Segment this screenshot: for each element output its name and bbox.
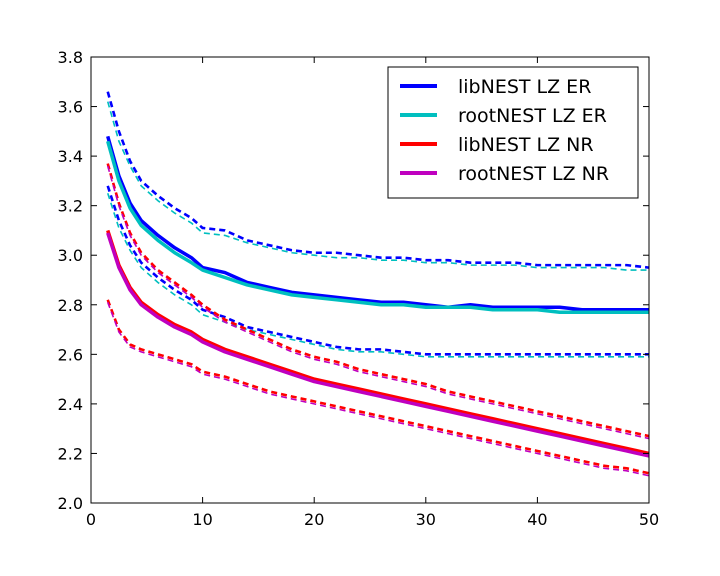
y-tick-label: 3.6: [58, 98, 83, 117]
y-tick-label: 3.4: [58, 147, 83, 166]
series-line-7: [106, 185, 649, 356]
y-tick-label: 2.8: [58, 296, 83, 315]
y-tick-label: 3.8: [58, 48, 83, 67]
series-line-11: [106, 299, 650, 475]
y-tick-label: 2.2: [58, 444, 83, 463]
series-line-4: [106, 232, 650, 458]
legend: libNEST LZ ER rootNEST LZ ER libNEST LZ NR…: [387, 66, 639, 199]
legend-label: rootNEST LZ NR: [458, 163, 609, 185]
plot-area: 0 10 20 30 40 50 2.0 2.2 2.4 2.6 2.8 3.0 3.2 3.4 3.6 3.…: [58, 48, 660, 529]
y-tick-label: 3.2: [58, 197, 83, 216]
y-tick-label: 2.4: [58, 395, 83, 414]
y-tick-label: 3.0: [58, 246, 83, 265]
x-tick-label: 40: [527, 510, 547, 529]
series-line-6: [106, 101, 649, 271]
tick-layer: 0 10 20 30 40 50 2.0 2.2 2.4 2.6 2.8 3.0 3.2 3.4 3.6 3.…: [58, 48, 660, 529]
series-line-9: [106, 163, 650, 438]
series-line-8: [106, 193, 649, 358]
legend-label: libNEST LZ NR: [458, 134, 594, 156]
series-line-12: [106, 302, 650, 477]
legend-box: [387, 66, 639, 199]
series-line-1: [106, 135, 649, 312]
series-line-3: [106, 229, 650, 456]
legend-items: libNEST LZ ER rootNEST LZ ER libNEST LZ NR…: [400, 76, 609, 185]
series-line-5: [106, 91, 650, 269]
x-tick-label: 10: [192, 510, 212, 529]
x-tick-label: 0: [86, 510, 96, 529]
series-line-2: [106, 140, 649, 314]
x-tick-label: 50: [639, 510, 659, 529]
legend-label: rootNEST LZ ER: [458, 105, 607, 127]
y-tick-label: 2.0: [58, 494, 83, 513]
series-line-10: [106, 165, 650, 440]
x-tick-label: 20: [304, 510, 324, 529]
axes-frame: [90, 56, 650, 504]
series-layer: [106, 91, 650, 477]
legend-label: libNEST LZ ER: [458, 76, 591, 98]
x-tick-label: 30: [416, 510, 436, 529]
y-tick-label: 2.6: [58, 345, 83, 364]
